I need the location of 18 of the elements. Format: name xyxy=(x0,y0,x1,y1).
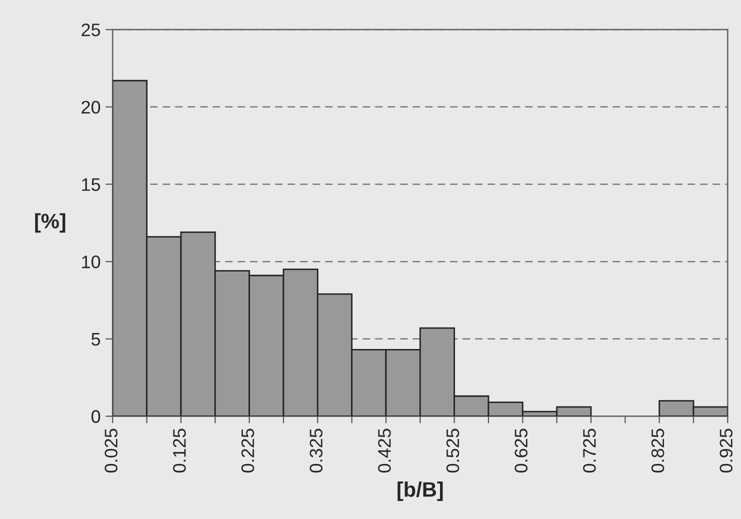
y-tick-label: 25 xyxy=(82,24,100,36)
x-tick-label: 0.525 xyxy=(446,428,460,473)
y-tick-label: 5 xyxy=(92,333,100,346)
x-axis-title: [b/B] xyxy=(398,482,443,501)
x-tick-label: 0.925 xyxy=(720,428,733,473)
x-tick-label: 0.425 xyxy=(378,428,391,473)
y-axis-title: [%] xyxy=(35,213,66,233)
y-tick-label: 0 xyxy=(91,410,100,423)
x-tick-label: 0.025 xyxy=(104,428,118,473)
x-tick-label: 0.325 xyxy=(310,428,322,473)
x-tick-label: 0.225 xyxy=(241,428,254,473)
x-tick-label: 0.725 xyxy=(583,428,596,473)
x-tick-label: 0.825 xyxy=(651,428,664,473)
x-tick-label: 0.125 xyxy=(173,428,186,473)
y-tick-label: 15 xyxy=(82,178,100,191)
x-tick-label: 0.625 xyxy=(514,428,528,473)
y-tick-label: 20 xyxy=(82,100,100,114)
y-tick-label: 10 xyxy=(82,256,100,268)
